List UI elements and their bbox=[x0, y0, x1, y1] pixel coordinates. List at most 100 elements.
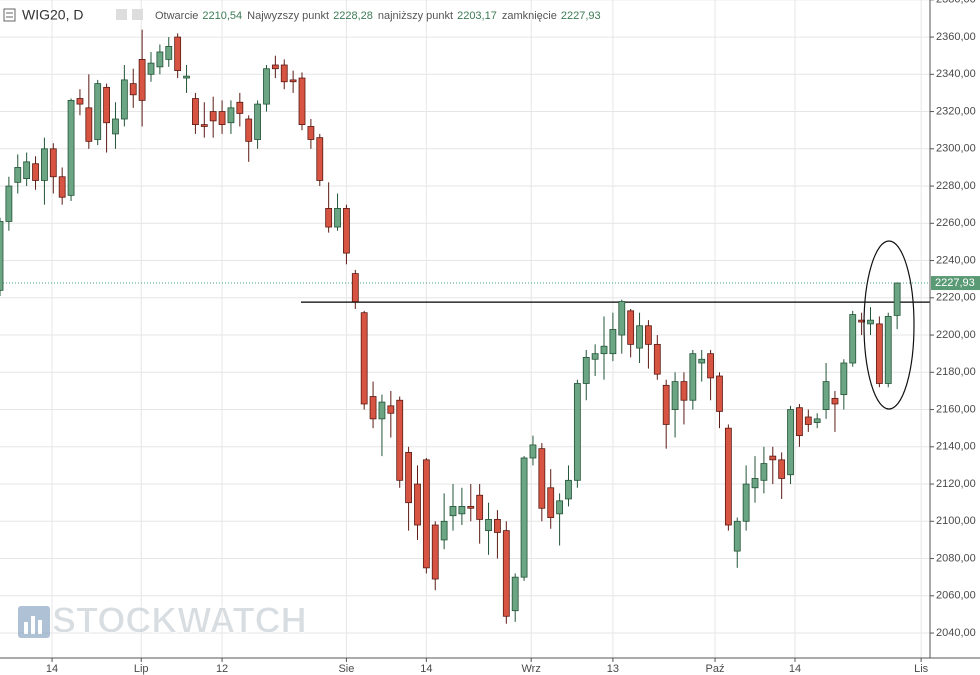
candle-body bbox=[485, 519, 492, 532]
menu-icon[interactable] bbox=[3, 8, 16, 22]
candle-body bbox=[289, 79, 297, 83]
legend-label: zamknięcie bbox=[502, 10, 557, 22]
watermark-text: STOCKWATCH bbox=[52, 600, 307, 641]
candle-body bbox=[245, 118, 253, 142]
legend-label: Najwyzszy punkt bbox=[247, 10, 329, 22]
candle-body bbox=[138, 59, 146, 101]
candle-body bbox=[467, 505, 475, 509]
x-tick-label: 13 bbox=[607, 663, 619, 675]
candle-body bbox=[591, 353, 599, 360]
candle-body bbox=[32, 163, 39, 181]
candle-body bbox=[76, 98, 84, 105]
icon[interactable] bbox=[132, 9, 143, 20]
candle-body bbox=[520, 457, 528, 578]
candle-body bbox=[94, 83, 102, 140]
candle-body bbox=[174, 36, 182, 71]
candles bbox=[0, 29, 930, 624]
candle-body bbox=[387, 405, 395, 414]
candle-body bbox=[565, 479, 572, 500]
candle-body bbox=[120, 79, 128, 120]
x-tick-label: Lip bbox=[134, 663, 149, 675]
candle-body bbox=[254, 103, 261, 140]
y-tick-label: 2120,00 bbox=[936, 478, 976, 490]
candle-body bbox=[14, 167, 22, 183]
icon bbox=[38, 620, 42, 634]
candle-body bbox=[103, 86, 110, 124]
x-tick-label: Lis bbox=[914, 663, 929, 675]
candle-body bbox=[698, 358, 706, 364]
candle-body bbox=[831, 397, 839, 405]
candle-body bbox=[449, 505, 457, 517]
candle-body bbox=[556, 500, 563, 515]
candle-body bbox=[200, 124, 208, 127]
y-tick-label: 2040,00 bbox=[936, 627, 976, 639]
candle-body bbox=[23, 161, 31, 180]
y-tick-label: 2320,00 bbox=[936, 105, 976, 117]
candle-body bbox=[431, 524, 439, 580]
x-tick-label: 14 bbox=[420, 663, 432, 675]
x-tick-label: Paź bbox=[706, 663, 725, 675]
candle-body bbox=[582, 357, 590, 384]
candle-body bbox=[351, 273, 359, 302]
symbol-title: WIG20, D bbox=[22, 7, 83, 23]
candle-body bbox=[494, 519, 501, 533]
candle-body bbox=[645, 325, 652, 345]
candle-body bbox=[405, 451, 412, 504]
candle-body bbox=[822, 381, 830, 410]
candle-body bbox=[378, 401, 386, 420]
icon[interactable] bbox=[116, 9, 127, 20]
candle-body bbox=[360, 312, 368, 405]
candle-body bbox=[867, 319, 874, 325]
candle-body bbox=[875, 323, 883, 384]
legend: Otwarcie 2210,54 Najwyzszy punkt 2228,28 naj… bbox=[155, 10, 601, 22]
icon bbox=[24, 622, 28, 634]
candle-body bbox=[307, 126, 315, 140]
candle-body bbox=[742, 483, 750, 522]
y-tick-label: 2220,00 bbox=[936, 292, 976, 304]
candle-body bbox=[653, 343, 661, 375]
candle-body bbox=[733, 520, 741, 552]
candle-body bbox=[129, 83, 137, 96]
y-tick-label: 2360,00 bbox=[936, 31, 976, 43]
candle-body bbox=[396, 399, 404, 481]
candle-body bbox=[618, 301, 626, 336]
y-tick-label: 2240,00 bbox=[936, 254, 976, 266]
legend-value: 2228,28 bbox=[333, 10, 373, 22]
candle-body bbox=[502, 530, 510, 617]
candle-body bbox=[263, 68, 270, 105]
candle-body bbox=[58, 176, 66, 198]
candle-body bbox=[280, 64, 288, 83]
candle-body bbox=[422, 459, 430, 569]
y-tick-label: 2260,00 bbox=[936, 217, 976, 229]
candle-body bbox=[707, 353, 715, 379]
candle-body bbox=[884, 316, 892, 384]
last-price-label: 2227,93 bbox=[935, 277, 975, 289]
candle-body bbox=[680, 381, 688, 401]
candle-body bbox=[316, 137, 324, 181]
y-tick-label: 2200,00 bbox=[936, 329, 976, 341]
legend-label: najniższy punkt bbox=[378, 10, 453, 22]
candle-body bbox=[156, 51, 164, 68]
y-tick-label: 2100,00 bbox=[936, 515, 976, 527]
candle-body bbox=[893, 282, 901, 316]
x-tick-label: Wrz bbox=[521, 663, 540, 675]
candle-body bbox=[840, 362, 848, 396]
candle-body bbox=[227, 107, 235, 124]
legend-value: 2210,54 bbox=[202, 10, 242, 22]
candle-body bbox=[325, 208, 333, 228]
y-tick-label: 2300,00 bbox=[936, 143, 976, 155]
watermark: STOCKWATCH bbox=[18, 599, 307, 641]
legend-label: Otwarcie bbox=[155, 10, 198, 22]
candle-body bbox=[440, 520, 448, 541]
last-price-box bbox=[931, 276, 980, 291]
header: WIG20, D Otwarcie 2210,54 Najwyzszy punkt 2… bbox=[3, 7, 601, 23]
candle-body bbox=[298, 77, 306, 125]
candle-body bbox=[49, 148, 57, 178]
candle-body bbox=[334, 208, 341, 228]
candle-body bbox=[369, 396, 377, 420]
candle-body bbox=[529, 444, 537, 459]
candle-body bbox=[804, 416, 812, 425]
candle-body bbox=[600, 345, 608, 355]
